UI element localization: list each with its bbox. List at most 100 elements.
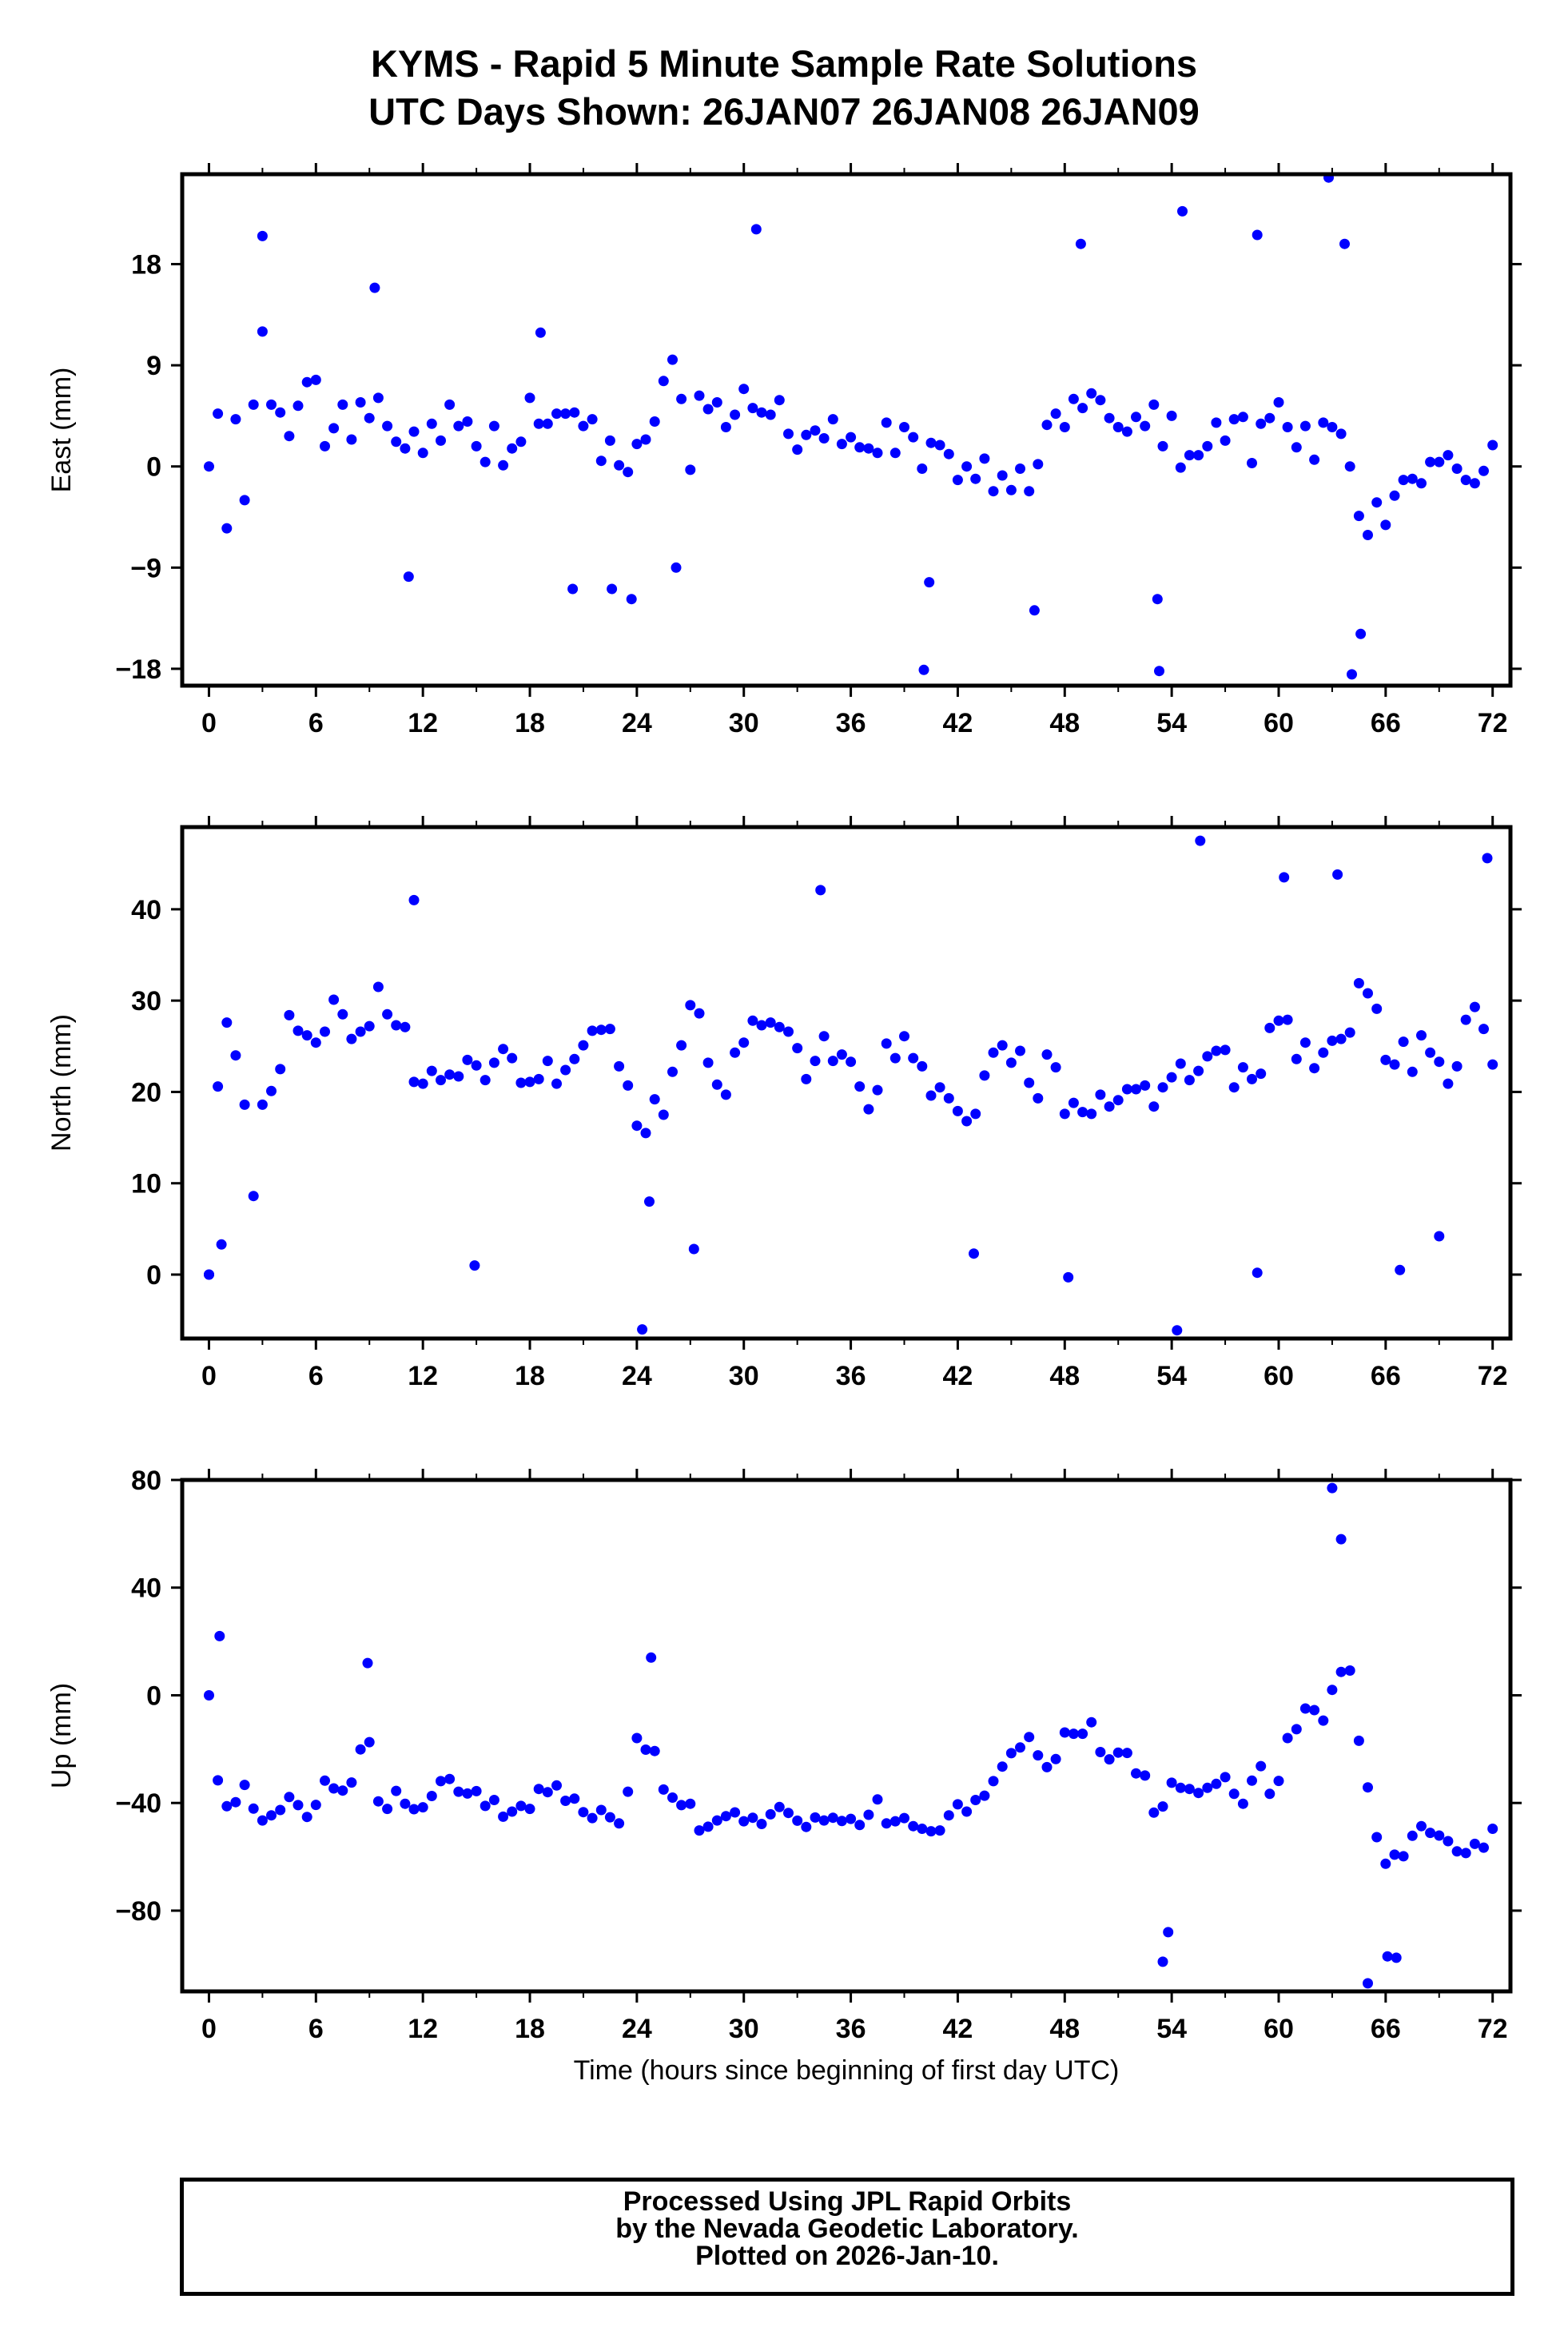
north-data-point [854, 1081, 866, 1092]
east-data-point [1166, 410, 1177, 421]
up-data-point [257, 1815, 268, 1826]
north-data-point [631, 1120, 643, 1132]
north-data-point [934, 1082, 945, 1093]
up-data-point [1247, 1775, 1257, 1786]
east-data-point [1487, 440, 1498, 451]
east-data-point [1339, 238, 1350, 249]
north-data-point [1451, 1060, 1463, 1072]
up-data-point [667, 1792, 678, 1803]
up-data-point [230, 1796, 241, 1808]
up-data-point [364, 1736, 375, 1748]
up-xtick-label: 36 [836, 2014, 866, 2044]
north-data-point [792, 1043, 803, 1054]
east-data-point [595, 455, 607, 467]
north-plot-frame [180, 825, 1513, 1341]
east-data-point [1309, 454, 1320, 465]
east-y-axis-label: East (mm) [46, 368, 77, 493]
up-data-point [1166, 1777, 1177, 1788]
up-data-point [1059, 1727, 1070, 1738]
east-data-point [810, 425, 821, 436]
east-xtick-label: 12 [408, 708, 438, 738]
north-data-point [1247, 1073, 1257, 1084]
east-data-point [943, 448, 954, 459]
up-data-point [1380, 1858, 1391, 1869]
up-data-point [578, 1807, 589, 1818]
up-data-point [1344, 1665, 1355, 1676]
north-data-point [221, 1017, 233, 1028]
up-data-point [827, 1812, 838, 1824]
east-data-point [301, 376, 312, 388]
up-data-point [1148, 1807, 1160, 1818]
east-data-point [1434, 456, 1445, 467]
up-ytick-label: 80 [131, 1466, 161, 1496]
up-data-point [1327, 1482, 1338, 1494]
north-data-point [1228, 1082, 1240, 1093]
up-data-point [204, 1690, 214, 1701]
east-data-point [720, 422, 731, 432]
east-data-point [685, 464, 696, 475]
east-data-point [1398, 475, 1409, 486]
east-data-point [1184, 450, 1195, 461]
east-data-point [275, 407, 286, 418]
east-data-point [756, 407, 767, 418]
north-data-point [248, 1191, 259, 1202]
north-data-point [702, 1057, 714, 1068]
north-data-point [1318, 1047, 1329, 1058]
east-xtick-label: 42 [943, 708, 973, 738]
east-xtick-label: 54 [1156, 708, 1187, 738]
north-data-point [1434, 1231, 1445, 1242]
east-data-point [908, 432, 919, 443]
up-xtick-label: 24 [622, 2014, 652, 2044]
east-xtick-label: 66 [1371, 708, 1401, 738]
up-xtick-label: 72 [1478, 2014, 1508, 2044]
north-data-point [1416, 1030, 1427, 1041]
north-data-point [1059, 1108, 1070, 1120]
credits-box: Processed Using JPL Rapid Orbits by the … [180, 2178, 1514, 2296]
north-data-point [1068, 1097, 1079, 1108]
north-data-point [1279, 872, 1290, 883]
east-data-point [1469, 478, 1480, 489]
east-data-point [535, 327, 546, 338]
east-data-point [498, 459, 509, 471]
up-data-point [1095, 1747, 1106, 1757]
east-data-point [1050, 408, 1061, 420]
up-data-point [1425, 1828, 1436, 1839]
east-data-point [970, 473, 981, 484]
east-data-point [997, 470, 1008, 481]
east-data-point [328, 423, 340, 434]
north-data-point [569, 1053, 580, 1064]
north-data-point [1140, 1080, 1151, 1091]
up-ytick-label: 0 [146, 1681, 161, 1711]
up-data-point [1382, 1951, 1393, 1962]
east-data-point [1193, 450, 1204, 461]
up-data-point [213, 1775, 224, 1786]
up-data-point [863, 1809, 874, 1820]
north-xtick-label: 48 [1049, 1361, 1080, 1391]
north-ytick-label: 20 [131, 1077, 161, 1108]
east-data-point [1024, 486, 1035, 497]
up-data-point [453, 1786, 464, 1797]
north-data-point [1086, 1108, 1097, 1120]
north-data-point [889, 1052, 901, 1064]
east-data-point [1220, 435, 1231, 446]
up-data-point [676, 1800, 687, 1811]
up-data-point [702, 1821, 714, 1832]
up-data-point [783, 1808, 794, 1819]
north-data-point [1193, 1065, 1204, 1076]
east-data-point [649, 416, 660, 427]
north-data-point [1005, 1057, 1017, 1068]
up-data-point [471, 1785, 482, 1796]
up-data-point [1163, 1927, 1174, 1938]
east-data-point [750, 224, 762, 235]
east-data-point [1389, 490, 1400, 501]
east-data-point [614, 459, 625, 471]
east-data-point [560, 408, 571, 420]
north-data-point [685, 1000, 696, 1011]
north-ytick-label: 30 [131, 986, 161, 1016]
north-data-point [408, 894, 420, 905]
north-data-point [293, 1025, 304, 1036]
up-data-point [462, 1788, 473, 1799]
east-data-point [542, 418, 553, 429]
up-data-point [1086, 1716, 1097, 1728]
east-data-point [671, 562, 682, 573]
